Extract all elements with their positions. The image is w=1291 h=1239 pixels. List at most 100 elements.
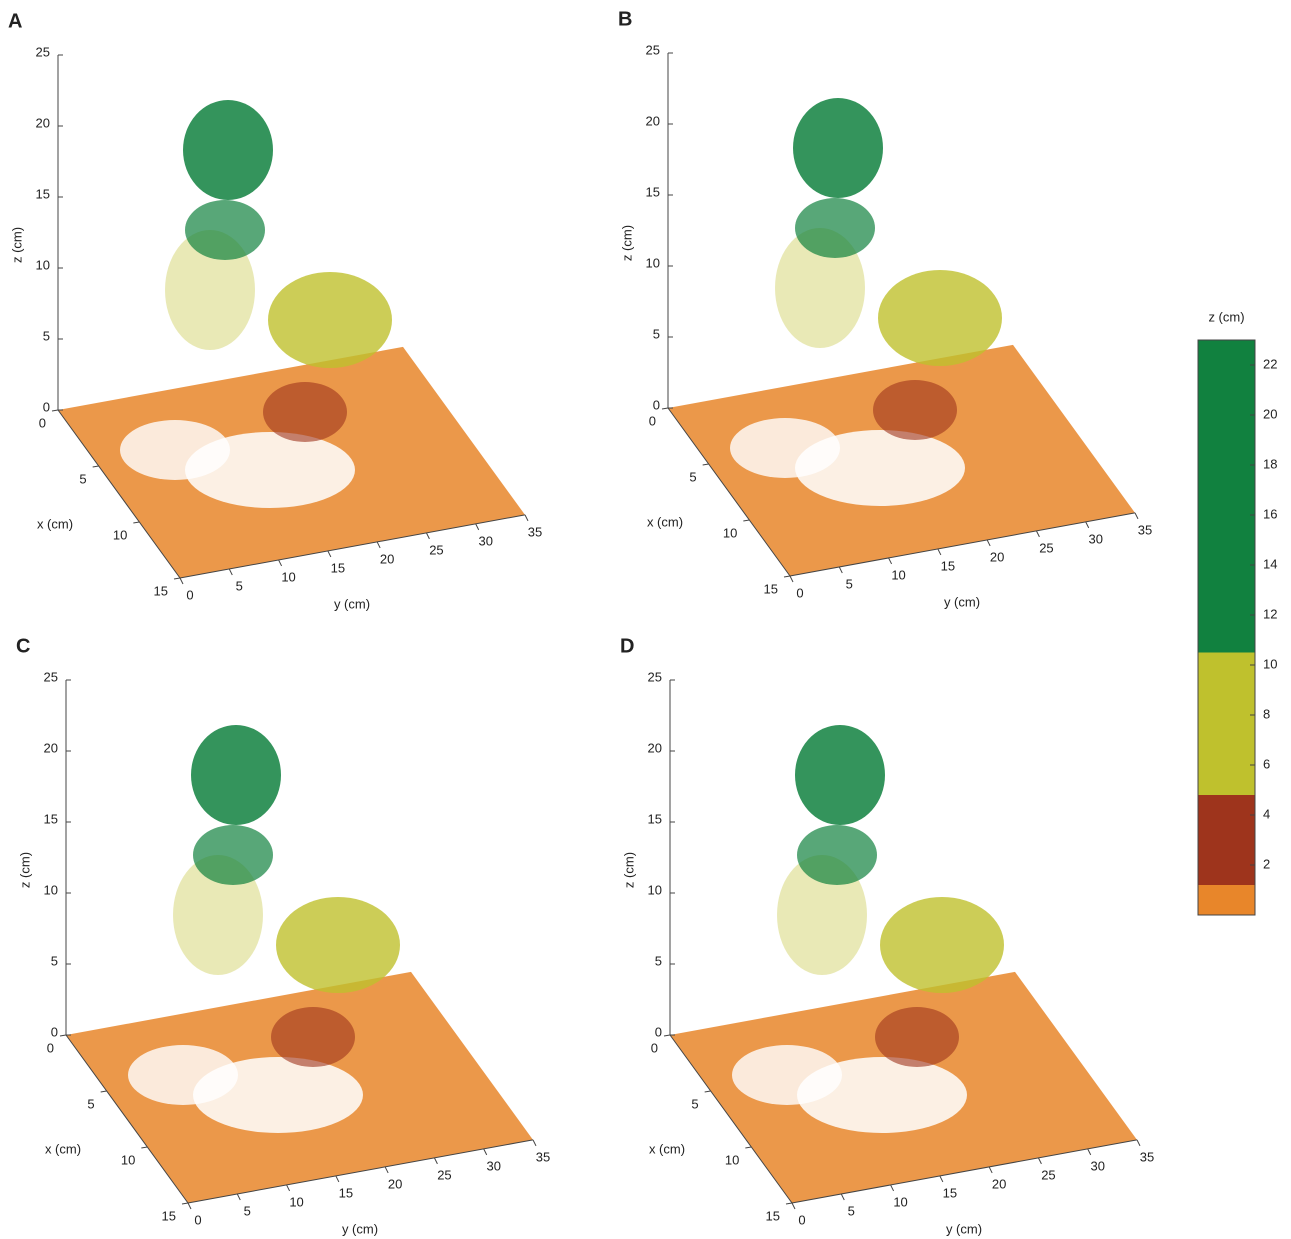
z-axis-label: z (cm): [621, 852, 636, 888]
panel-label: B: [618, 8, 632, 30]
y-tick: [376, 541, 381, 549]
cloud-brown: [271, 1007, 355, 1067]
z-tick-label: 15: [646, 184, 660, 199]
x-tick-label: 5: [79, 471, 86, 486]
z-tick-label: 10: [646, 255, 660, 270]
cloud-yellow: [173, 855, 263, 975]
y-tick: [1037, 1157, 1042, 1165]
y-tick-label: 35: [1140, 1149, 1154, 1164]
x-tick: [704, 1090, 711, 1093]
colorbar-tick-label: 14: [1263, 556, 1277, 571]
cloud-yellow: [777, 855, 867, 975]
panel-label: D: [620, 635, 634, 657]
z-axis-label: z (cm): [619, 225, 634, 261]
y-axis-label: y (cm): [334, 596, 370, 611]
x-axis: [65, 1034, 189, 1204]
x-tick-label: 0: [651, 1040, 658, 1055]
z-tick-label: 25: [36, 44, 50, 59]
y-axis: [179, 514, 526, 579]
y-tick-label: 0: [796, 585, 803, 600]
y-axis-label: y (cm): [342, 1221, 378, 1236]
y-tick: [888, 557, 893, 565]
x-tick: [51, 409, 59, 412]
cloud-gap: [730, 418, 840, 478]
cloud-yellow: [165, 230, 255, 350]
y-tick-label: 5: [848, 1203, 855, 1218]
y-axis: [791, 1139, 1138, 1204]
colorbar-segment: [1198, 795, 1255, 885]
z-tick-label: 10: [36, 257, 50, 272]
cloud-green: [795, 198, 875, 258]
y-tick: [384, 1166, 389, 1174]
cloud-green: [793, 98, 883, 198]
x-tick: [743, 519, 750, 522]
z-tick-label: 20: [44, 740, 58, 755]
x-tick: [702, 463, 709, 466]
z-tick-label: 25: [648, 669, 662, 684]
cloud-green: [191, 725, 281, 825]
x-tick: [663, 1034, 671, 1037]
z-tick-label: 10: [44, 882, 58, 897]
colorbar-tick-label: 16: [1263, 506, 1277, 521]
y-tick-label: 10: [289, 1194, 303, 1209]
z-axis-label: z (cm): [9, 227, 24, 263]
x-tick-label: 5: [691, 1096, 698, 1111]
y-tick: [433, 1157, 438, 1165]
x-axis-label: x (cm): [37, 516, 73, 531]
cloud-green: [193, 825, 273, 885]
colorbar-tick-label: 8: [1263, 706, 1270, 721]
x-tick: [100, 1090, 107, 1093]
x-tick: [745, 1146, 752, 1149]
y-tick: [425, 532, 430, 540]
x-axis-label: x (cm): [647, 514, 683, 529]
colorbar-tick-label: 20: [1263, 406, 1277, 421]
cloud-gap: [732, 1045, 842, 1105]
colorbar-frame: [1197, 339, 1256, 916]
y-tick-label: 25: [1039, 540, 1053, 555]
y-tick-label: 5: [244, 1203, 251, 1218]
cloud-yellow: [276, 897, 400, 993]
y-tick: [483, 1148, 488, 1156]
z-tick-label: 0: [655, 1024, 662, 1039]
y-tick: [1085, 521, 1090, 529]
y-tick: [890, 1184, 895, 1192]
x-tick: [133, 521, 140, 524]
colorbar-tick-label: 18: [1263, 456, 1277, 471]
y-tick-label: 0: [186, 587, 193, 602]
y-tick-label: 35: [1138, 522, 1152, 537]
y-tick: [278, 559, 283, 567]
z-tick-label: 5: [655, 953, 662, 968]
y-tick-label: 5: [846, 576, 853, 591]
colorbar-tick-label: 10: [1263, 656, 1277, 671]
cloud-yellow: [878, 270, 1002, 366]
colorbar-segment: [1198, 340, 1255, 653]
y-tick-label: 30: [486, 1158, 500, 1173]
colorbar-tick-label: 22: [1263, 356, 1277, 371]
y-tick: [789, 575, 794, 583]
x-tick-label: 10: [121, 1152, 135, 1167]
y-tick-label: 30: [1088, 531, 1102, 546]
x-tick-label: 15: [154, 583, 168, 598]
cloud-brown: [263, 382, 347, 442]
y-tick: [179, 577, 184, 585]
z-tick-label: 20: [646, 113, 660, 128]
cloud-gap: [128, 1045, 238, 1105]
y-tick-label: 20: [990, 549, 1004, 564]
z-tick-label: 15: [44, 811, 58, 826]
x-tick: [59, 1034, 67, 1037]
z-tick-label: 10: [648, 882, 662, 897]
y-tick-label: 35: [536, 1149, 550, 1164]
x-tick-label: 0: [39, 415, 46, 430]
y-tick-label: 30: [1090, 1158, 1104, 1173]
cloud-yellow: [775, 228, 865, 348]
y-tick: [838, 566, 843, 574]
colorbar-segment: [1198, 652, 1255, 795]
y-tick: [187, 1202, 192, 1210]
z-tick-label: 0: [43, 399, 50, 414]
z-tick-label: 5: [51, 953, 58, 968]
x-tick-label: 5: [689, 469, 696, 484]
cloud-yellow: [268, 272, 392, 368]
y-tick: [939, 1175, 944, 1183]
y-tick-label: 15: [331, 560, 345, 575]
